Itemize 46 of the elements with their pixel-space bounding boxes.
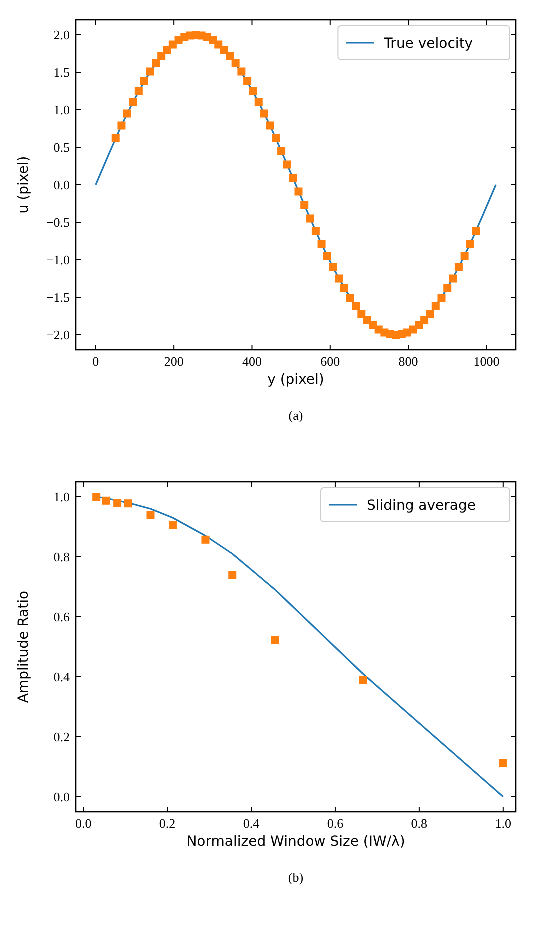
y-tick-label: 0.6 xyxy=(54,610,70,625)
point xyxy=(114,499,122,507)
x-axis-title: y (pixel) xyxy=(268,372,324,388)
point xyxy=(92,493,101,501)
x-tick-label: 0.6 xyxy=(327,816,344,831)
x-tick-label: 600 xyxy=(320,354,340,369)
legend-label: True velocity xyxy=(383,36,474,52)
point xyxy=(146,511,155,519)
text: (a) xyxy=(288,408,304,423)
y-tick-label: 0.0 xyxy=(54,790,70,805)
point xyxy=(271,636,280,644)
x-axis-title: Normalized Window Size (IW/λ) xyxy=(186,834,406,850)
y-tick-label: 2.0 xyxy=(54,28,70,43)
x-tick-label: 0.8 xyxy=(411,816,428,831)
y-tick-label: 0.5 xyxy=(54,140,70,156)
y-tick-label: 0.8 xyxy=(54,550,70,565)
x-tick-label: 0.4 xyxy=(243,816,260,831)
y-tick-label: −1.5 xyxy=(46,290,70,306)
x-tick-label: 800 xyxy=(398,354,418,369)
point xyxy=(124,500,132,508)
x-tick-label: 400 xyxy=(242,354,262,369)
y-tick-label: 0.4 xyxy=(54,670,70,685)
point xyxy=(202,536,210,544)
x-tick-label: 1.0 xyxy=(495,816,512,831)
y-tick-label: 1.5 xyxy=(54,65,70,80)
legend-label: Sliding average xyxy=(367,498,476,514)
text: (b) xyxy=(288,870,304,885)
point xyxy=(168,521,177,530)
y-axis-title: Amplitude Ratio xyxy=(16,590,32,704)
x-tick-label: 0.2 xyxy=(159,816,176,831)
y-tick-label: −0.5 xyxy=(46,215,70,230)
y-tick-label: 0.2 xyxy=(54,730,70,745)
y-tick-label: −2.0 xyxy=(46,328,70,343)
y-tick-label: 0.0 xyxy=(54,178,70,193)
x-tick-label: 0 xyxy=(92,354,100,369)
point xyxy=(499,759,508,768)
y-tick-label: 1.0 xyxy=(54,102,70,118)
point xyxy=(228,571,237,579)
y-axis-title: u (pixel) xyxy=(16,156,32,214)
y-tick-label: 1.0 xyxy=(54,490,70,505)
x-tick-label: 1000 xyxy=(474,354,500,369)
point xyxy=(102,496,110,505)
x-tick-label: 200 xyxy=(164,354,184,369)
y-tick-label: −1.0 xyxy=(46,252,70,268)
x-tick-label: 0.0 xyxy=(75,816,92,831)
point xyxy=(359,676,368,684)
